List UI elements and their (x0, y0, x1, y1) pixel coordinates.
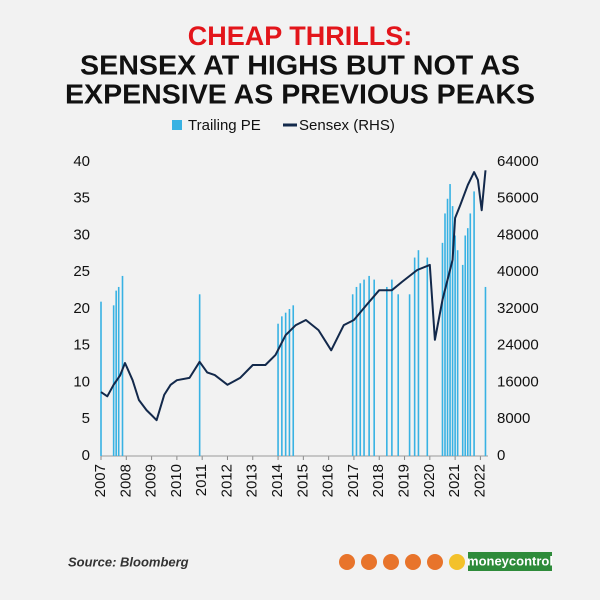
y-tick-label: 10 (73, 373, 90, 390)
bar (363, 279, 365, 456)
y2-tick-label: 32000 (497, 300, 539, 317)
bar (198, 294, 201, 456)
legend-label: Sensex (RHS) (299, 117, 395, 134)
bar (454, 235, 456, 456)
bar (456, 250, 459, 456)
icon (427, 554, 443, 570)
y2-tick-label: 8000 (497, 410, 530, 427)
bar (441, 242, 444, 456)
bar (115, 290, 117, 456)
x-tick-label: 2019 (395, 464, 412, 497)
bar (368, 275, 370, 456)
y-tick-label: 35 (73, 190, 90, 207)
bar (288, 309, 291, 456)
chart-subtitle: SENSEX AT HIGHS BUT NOT AS (80, 49, 520, 80)
bar (417, 250, 420, 456)
bar (100, 301, 102, 456)
y-tick-label: 20 (73, 300, 90, 317)
bar (473, 191, 475, 456)
y2-tick-label: 0 (497, 447, 505, 464)
bar (121, 275, 124, 456)
icon (405, 554, 421, 570)
bar (451, 206, 454, 456)
x-tick-label: 2015 (294, 464, 311, 497)
bar (359, 283, 362, 456)
x-tick-label: 2010 (168, 464, 185, 497)
x-tick-label: 2016 (320, 464, 337, 497)
bar (449, 184, 451, 457)
x-tick-label: 2022 (471, 464, 488, 497)
x-tick-label: 2009 (143, 464, 160, 497)
bar (426, 257, 429, 456)
bar (292, 305, 295, 456)
y2-tick-label: 56000 (497, 190, 539, 207)
y2-tick-label: 48000 (497, 226, 539, 243)
x-tick-label: 2021 (446, 464, 463, 497)
y2-tick-label: 24000 (497, 337, 539, 354)
bar (461, 264, 464, 456)
bar (281, 316, 283, 456)
chart-title: CHEAP THRILLS: (188, 21, 413, 51)
bar (484, 286, 487, 456)
icon (361, 554, 377, 570)
bar (408, 294, 411, 456)
bar (466, 228, 469, 456)
y-tick-label: 25 (73, 263, 90, 280)
icon (449, 554, 465, 570)
y-tick-label: 0 (82, 447, 90, 464)
x-tick-label: 2013 (244, 464, 261, 497)
icon (339, 554, 355, 570)
x-tick-label: 2007 (92, 464, 109, 497)
brand-logo (468, 552, 552, 571)
bar (469, 213, 472, 456)
bar (112, 305, 115, 456)
bar (386, 286, 388, 456)
bar (444, 213, 446, 456)
y-tick-label: 30 (73, 226, 90, 243)
x-tick-label: 2017 (345, 464, 362, 497)
brand-text: moneycontrol (467, 553, 553, 568)
bar (413, 257, 416, 456)
y2-tick-label: 64000 (497, 153, 539, 170)
bar (464, 235, 467, 456)
source-note: Source: Bloomberg (68, 554, 189, 569)
x-tick-label: 2018 (370, 464, 387, 497)
x-tick-label: 2011 (193, 464, 210, 496)
sensex-line (100, 170, 487, 422)
bar (391, 279, 393, 456)
bar (284, 312, 287, 456)
bar (351, 294, 354, 456)
icon (383, 554, 399, 570)
bar (446, 198, 449, 456)
y2-tick-label: 16000 (497, 373, 539, 390)
bar (397, 294, 400, 456)
legend-swatch (172, 120, 182, 130)
y-tick-label: 5 (82, 410, 90, 427)
y2-tick-label: 40000 (497, 263, 539, 280)
bar (355, 286, 358, 456)
chart-subtitle: EXPENSIVE AS PREVIOUS PEAKS (65, 78, 535, 109)
bar (373, 279, 375, 456)
y-tick-label: 15 (73, 337, 90, 354)
x-tick-label: 2020 (421, 464, 438, 497)
legend-label: Trailing PE (188, 117, 261, 134)
bar (117, 286, 120, 456)
x-tick-label: 2014 (269, 464, 286, 497)
y-tick-label: 40 (73, 153, 90, 170)
bar (277, 323, 279, 456)
x-tick-label: 2008 (117, 464, 134, 497)
social-icons (339, 554, 465, 570)
x-tick-label: 2012 (218, 464, 235, 497)
